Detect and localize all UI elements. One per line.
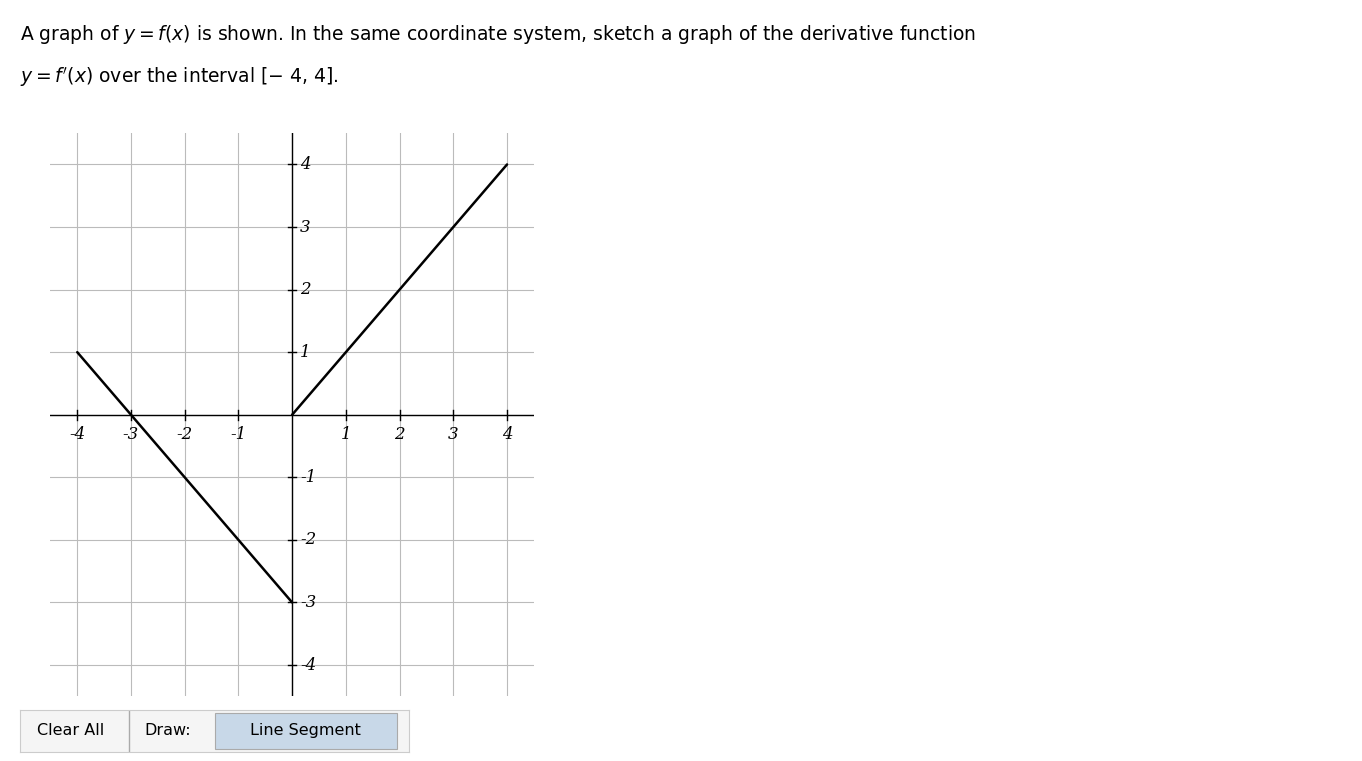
- Text: 4: 4: [300, 156, 311, 173]
- Text: -3: -3: [123, 426, 139, 443]
- FancyBboxPatch shape: [214, 713, 396, 749]
- Text: 1: 1: [340, 426, 351, 443]
- Text: Clear All: Clear All: [37, 724, 105, 738]
- Text: 4: 4: [501, 426, 512, 443]
- Text: 3: 3: [300, 218, 311, 236]
- Text: -4: -4: [69, 426, 86, 443]
- Text: -2: -2: [300, 531, 316, 549]
- Text: Draw:: Draw:: [144, 724, 191, 738]
- Text: 1: 1: [300, 344, 311, 361]
- Text: -1: -1: [230, 426, 247, 443]
- Text: -2: -2: [177, 426, 193, 443]
- Text: Line Segment: Line Segment: [251, 724, 361, 738]
- Text: 2: 2: [394, 426, 405, 443]
- Text: -3: -3: [300, 594, 316, 611]
- Text: -1: -1: [300, 469, 316, 486]
- Text: 2: 2: [300, 281, 311, 298]
- Text: 3: 3: [448, 426, 459, 443]
- Text: -4: -4: [300, 657, 316, 673]
- Text: A graph of $y = f(x)$ is shown. In the same coordinate system, sketch a graph of: A graph of $y = f(x)$ is shown. In the s…: [20, 23, 977, 46]
- Text: $y = f'(x)$ over the interval [− 4, 4].: $y = f'(x)$ over the interval [− 4, 4].: [20, 65, 339, 89]
